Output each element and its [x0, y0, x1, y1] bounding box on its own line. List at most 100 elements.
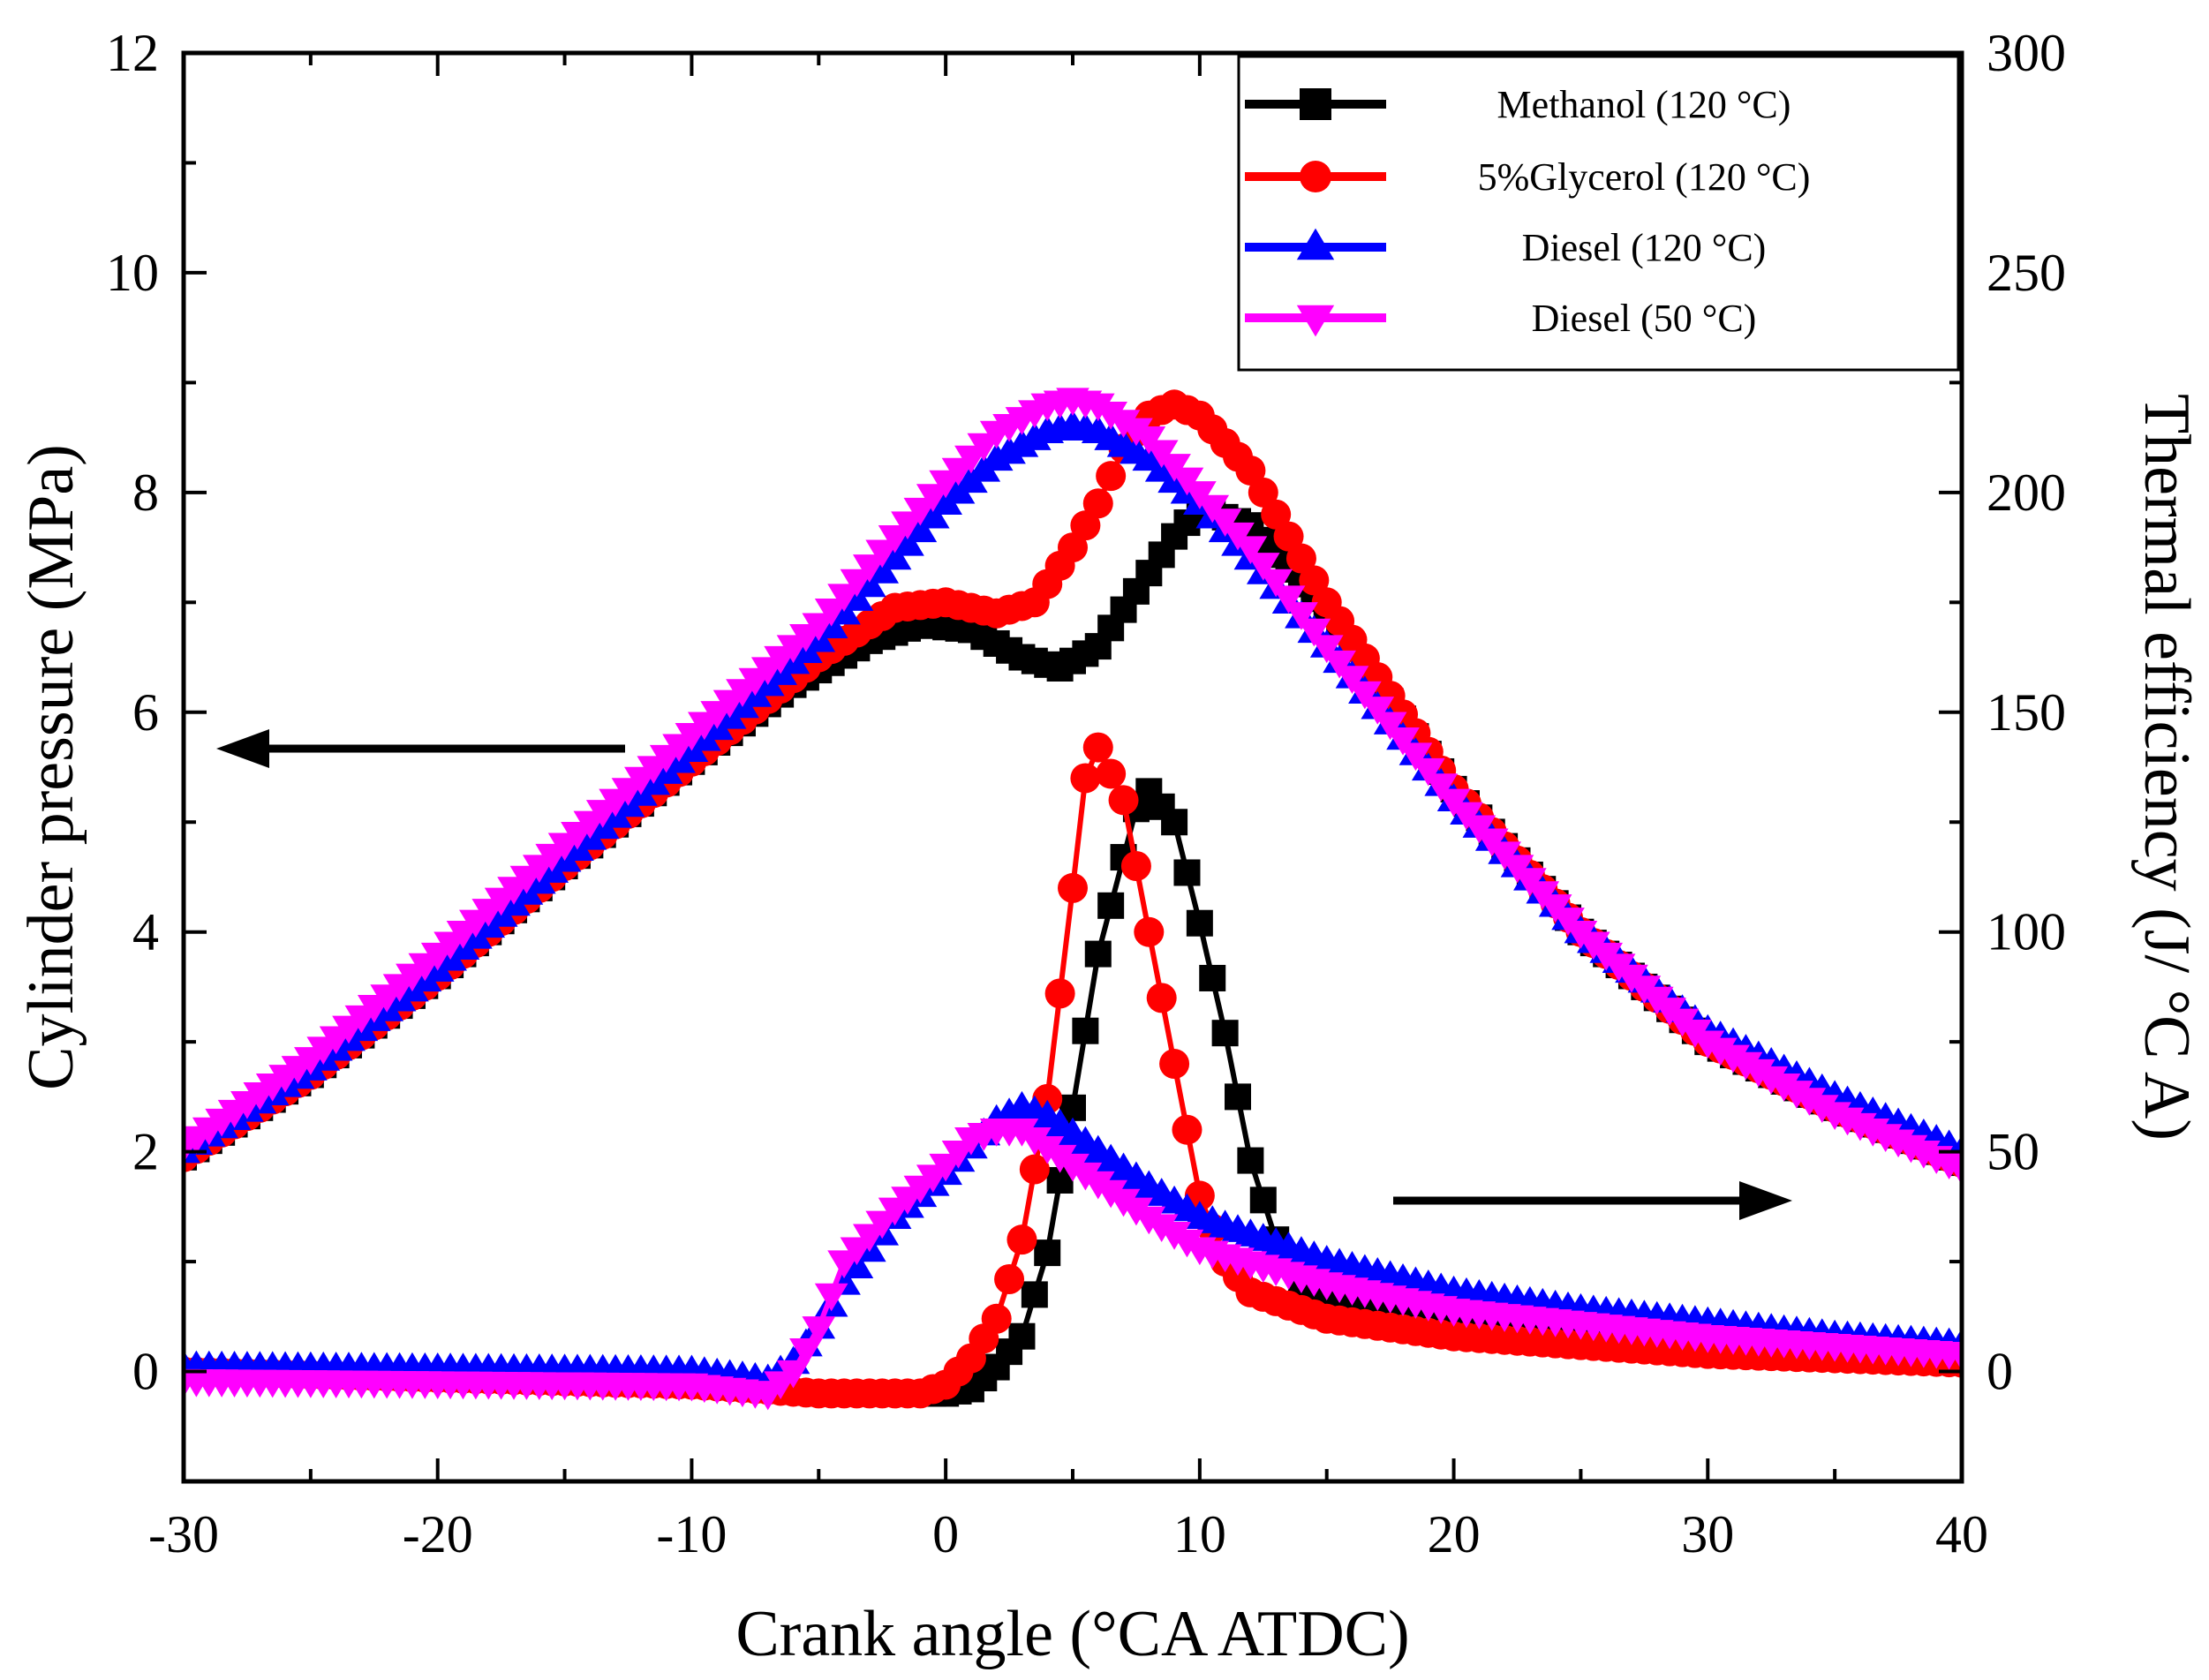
- heat-release-point: [776, 1360, 810, 1389]
- y-left-tick-label: 6: [132, 683, 159, 742]
- heat-release-point: [1058, 872, 1088, 903]
- pressure-point: [1754, 1066, 1789, 1095]
- heat-release-markers: [184, 732, 1962, 1409]
- heat-release-point: [1186, 909, 1213, 937]
- heat-release-point: [1173, 859, 1201, 886]
- pressure-point: [1070, 510, 1101, 541]
- heat-release-point: [1172, 1114, 1203, 1145]
- x-tick-label: -20: [403, 1505, 473, 1563]
- y-right-tick-label: 200: [1987, 463, 2066, 522]
- heat-release-markers: [184, 1119, 1962, 1411]
- y-left-axis-title: Cylinder pressure (MPa): [15, 444, 87, 1090]
- legend-swatch-marker: [1296, 228, 1335, 260]
- pressure-point: [1767, 1074, 1801, 1102]
- pressure-point: [1259, 569, 1293, 598]
- pressure-point: [1373, 712, 1407, 741]
- pressure-point: [1261, 499, 1292, 530]
- x-tick-label: 0: [932, 1505, 959, 1563]
- plot-content: [184, 388, 1962, 1411]
- heat-release-point: [1161, 809, 1188, 836]
- heat-release-point: [1021, 1281, 1048, 1308]
- y-right-tick-label: 250: [1987, 244, 2066, 302]
- pressure-point: [865, 539, 900, 569]
- tick-labels: -30 -20 -10 0 10 20 30 40 0 2 4 6 8 10 12 0 50 100 150 200 2…: [106, 24, 2066, 1563]
- legend-swatch-marker: [1300, 88, 1331, 120]
- heat-release-line: [184, 741, 1962, 1397]
- axis-ticks: [182, 51, 1964, 1483]
- legend-label: Methanol (120 °C): [1497, 83, 1791, 126]
- heat-release-point: [1146, 983, 1177, 1013]
- pressure-point: [1096, 461, 1127, 492]
- y-left-tick-label: 4: [132, 903, 159, 961]
- pressure-point: [1235, 455, 1266, 486]
- left-arrow: [216, 729, 625, 768]
- annotation-arrows: [216, 729, 1792, 1220]
- pressure-point: [1323, 650, 1356, 679]
- heat-release-point: [1945, 1342, 1962, 1371]
- right-arrow: [1393, 1181, 1792, 1220]
- heat-release-point: [1072, 1017, 1099, 1044]
- pressure-point: [1805, 1095, 1839, 1123]
- x-tick-label: -30: [148, 1505, 219, 1563]
- y-right-tick-label: 100: [1987, 903, 2066, 961]
- pressure-point: [1335, 666, 1369, 694]
- heat-release-point: [814, 1283, 848, 1312]
- y-right-tick-label: 300: [1987, 24, 2066, 82]
- pressure-point: [891, 511, 924, 540]
- heat-release-point: [1008, 1322, 1036, 1350]
- pressure-point: [1411, 757, 1445, 787]
- x-tick-label: 10: [1173, 1505, 1226, 1563]
- y-left-tick-label: 0: [132, 1343, 159, 1401]
- pressure-point: [1299, 565, 1330, 596]
- series-1: [184, 389, 1962, 1409]
- legend-item: Diesel (50 °C): [1245, 297, 1756, 340]
- pressure-point: [1399, 742, 1433, 772]
- x-tick-label: -10: [656, 1505, 727, 1563]
- legend-item: Diesel (120 °C): [1245, 226, 1766, 269]
- pressure-line: [184, 506, 1962, 1165]
- heat-release-point: [1006, 1224, 1037, 1255]
- pressure-point: [1703, 1037, 1738, 1066]
- pressure-point: [1246, 553, 1280, 581]
- pressure-point: [1248, 477, 1278, 508]
- pressure-point: [1058, 532, 1088, 563]
- pressure-point: [1285, 602, 1318, 630]
- heat-release-point: [1044, 978, 1075, 1009]
- pressure-point: [1297, 618, 1331, 647]
- y-right-tick-label: 0: [1987, 1343, 2013, 1401]
- legend-label: 5%Glycerol (120 °C): [1478, 155, 1811, 199]
- legend-swatch-marker: [1296, 305, 1335, 337]
- heat-release-point: [1070, 763, 1101, 794]
- pressure-markers: [184, 388, 1962, 1186]
- pressure-point: [853, 554, 886, 583]
- heat-release-point: [1082, 732, 1113, 763]
- pressure-point: [840, 569, 874, 598]
- x-tick-label: 20: [1428, 1505, 1481, 1563]
- pressure-point: [1082, 488, 1113, 519]
- x-tick-label: 40: [1935, 1505, 1988, 1563]
- series-3: [184, 388, 1962, 1411]
- y-left-tick-label: 2: [132, 1123, 159, 1181]
- pressure-point: [878, 524, 912, 554]
- legend: Methanol (120 °C) 5%Glycerol (120 °C) Dies…: [1237, 55, 1960, 372]
- heat-release-point: [994, 1263, 1025, 1294]
- x-axis-title: Crank angle (°CA ATDC): [735, 1598, 1409, 1670]
- y-right-tick-label: 150: [1987, 683, 2066, 742]
- heat-release-point: [1211, 1020, 1239, 1047]
- pressure-markers: [184, 495, 1962, 1177]
- pressure-point: [1271, 585, 1306, 614]
- pressure-point: [1233, 536, 1268, 565]
- heat-release-point: [1120, 851, 1151, 882]
- y-left-tick-label: 10: [106, 244, 159, 302]
- pressure-point: [1386, 727, 1420, 756]
- pressure-point: [1424, 773, 1459, 802]
- heat-release-point: [1019, 1154, 1050, 1185]
- heat-release-point: [802, 1316, 836, 1345]
- pressure-point: [1792, 1088, 1827, 1116]
- heat-release-point: [1134, 916, 1165, 947]
- pressure-point: [1273, 521, 1304, 552]
- pressure-point: [1729, 1051, 1763, 1081]
- pressure-point: [1716, 1044, 1750, 1074]
- legend-label: Diesel (120 °C): [1522, 226, 1767, 269]
- pressure-point: [903, 497, 938, 526]
